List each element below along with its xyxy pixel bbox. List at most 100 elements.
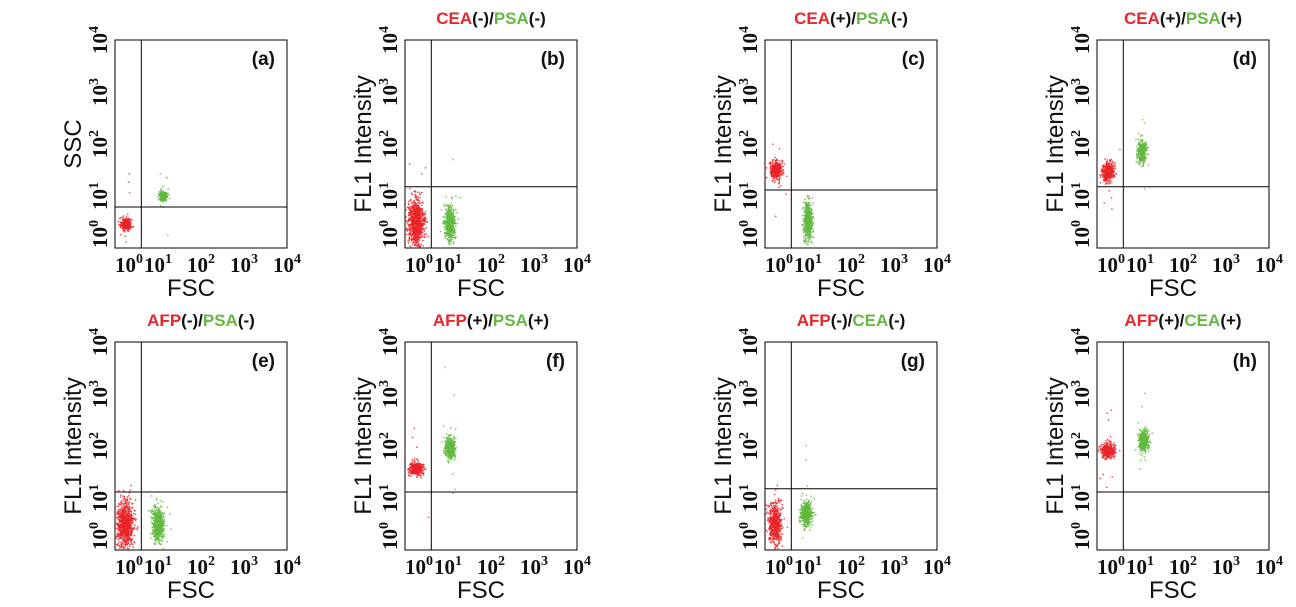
- data-point: [414, 190, 417, 193]
- x-tick-label: 104: [923, 252, 951, 277]
- data-point: [417, 196, 420, 199]
- data-point: [124, 220, 127, 222]
- data-point: [769, 172, 772, 174]
- y-tick-label: 101: [737, 182, 762, 210]
- data-point: [416, 243, 419, 246]
- data-point: [1136, 146, 1138, 149]
- data-point: [415, 204, 417, 206]
- data-point: [421, 204, 423, 207]
- data-point: [446, 237, 449, 240]
- data-point: [777, 166, 780, 168]
- data-point: [1108, 163, 1111, 166]
- data-point: [455, 195, 457, 198]
- data-point: [443, 220, 446, 223]
- data-point: [1099, 176, 1102, 178]
- data-point: [128, 503, 130, 506]
- data-point: [408, 239, 411, 241]
- data-point: [150, 520, 153, 523]
- data-point: [1135, 161, 1138, 163]
- data-point: [124, 530, 126, 532]
- data-point: [808, 198, 810, 200]
- data-point: [1138, 158, 1141, 160]
- data-point: [405, 220, 408, 222]
- data-point: [450, 211, 453, 214]
- data-point: [409, 230, 412, 233]
- y-tick-label: 100: [377, 220, 402, 248]
- data-point: [130, 529, 133, 531]
- data-point: [446, 222, 448, 224]
- data-point: [1111, 175, 1114, 178]
- x-tick-label: 104: [273, 252, 301, 277]
- data-point: [1099, 174, 1101, 177]
- data-point: [781, 169, 784, 171]
- y-axis-label: FL1 Intensity: [710, 75, 737, 212]
- data-point: [133, 509, 136, 512]
- data-point: [1137, 160, 1140, 163]
- panel-label: (b): [541, 49, 565, 70]
- data-point: [407, 200, 410, 203]
- data-point: [413, 204, 416, 207]
- data-point: [147, 510, 150, 512]
- data-point: [778, 169, 780, 172]
- x-tick-label: 102: [1169, 252, 1197, 277]
- y-tick-label: 101: [87, 182, 112, 210]
- data-point: [1142, 155, 1145, 158]
- data-point: [1140, 165, 1143, 168]
- data-point: [1103, 163, 1105, 166]
- data-point: [127, 494, 130, 497]
- data-point: [1101, 169, 1103, 172]
- data-point: [407, 202, 410, 205]
- data-point: [810, 228, 813, 230]
- data-point: [126, 516, 129, 518]
- panel-title-part: PSA: [1186, 9, 1221, 28]
- data-point: [119, 534, 122, 537]
- data-point: [809, 235, 812, 237]
- data-point: [442, 216, 445, 218]
- data-point: [777, 186, 780, 189]
- panel-title-part: PSA: [494, 9, 529, 28]
- data-point: [129, 514, 132, 517]
- data-point: [1142, 162, 1145, 165]
- data-point: [417, 238, 419, 241]
- data-point: [118, 540, 120, 543]
- data-point: [425, 233, 428, 235]
- panel-title-part: (+)/: [830, 9, 856, 28]
- data-point: [115, 537, 117, 540]
- data-point: [422, 223, 425, 226]
- data-point: [782, 165, 785, 168]
- data-point: [454, 231, 456, 234]
- data-point: [422, 239, 424, 242]
- data-point: [418, 243, 421, 246]
- data-point: [1147, 146, 1149, 148]
- data-point: [418, 192, 421, 194]
- series-green-points: [156, 173, 171, 237]
- data-point: [811, 215, 814, 218]
- data-point: [417, 224, 420, 227]
- data-point: [163, 533, 166, 536]
- data-point: [1139, 156, 1141, 159]
- data-point: [417, 208, 419, 211]
- data-point: [130, 540, 132, 543]
- data-point: [122, 523, 125, 525]
- data-point: [125, 224, 128, 227]
- x-tick-label: 101: [794, 252, 822, 277]
- data-point: [123, 515, 126, 518]
- data-point: [1137, 162, 1139, 165]
- data-point: [124, 536, 127, 538]
- data-point: [807, 227, 810, 230]
- data-point: [416, 235, 419, 237]
- data-point: [1141, 159, 1144, 161]
- data-point: [121, 505, 124, 508]
- data-point: [805, 212, 808, 215]
- data-point: [449, 240, 451, 242]
- data-point: [1108, 189, 1111, 192]
- data-point: [119, 536, 122, 539]
- data-point: [123, 218, 126, 221]
- data-point: [1141, 134, 1144, 137]
- data-point: [807, 225, 810, 228]
- data-point: [414, 196, 417, 199]
- data-point: [117, 220, 120, 223]
- data-point: [776, 178, 779, 181]
- data-point: [121, 535, 123, 537]
